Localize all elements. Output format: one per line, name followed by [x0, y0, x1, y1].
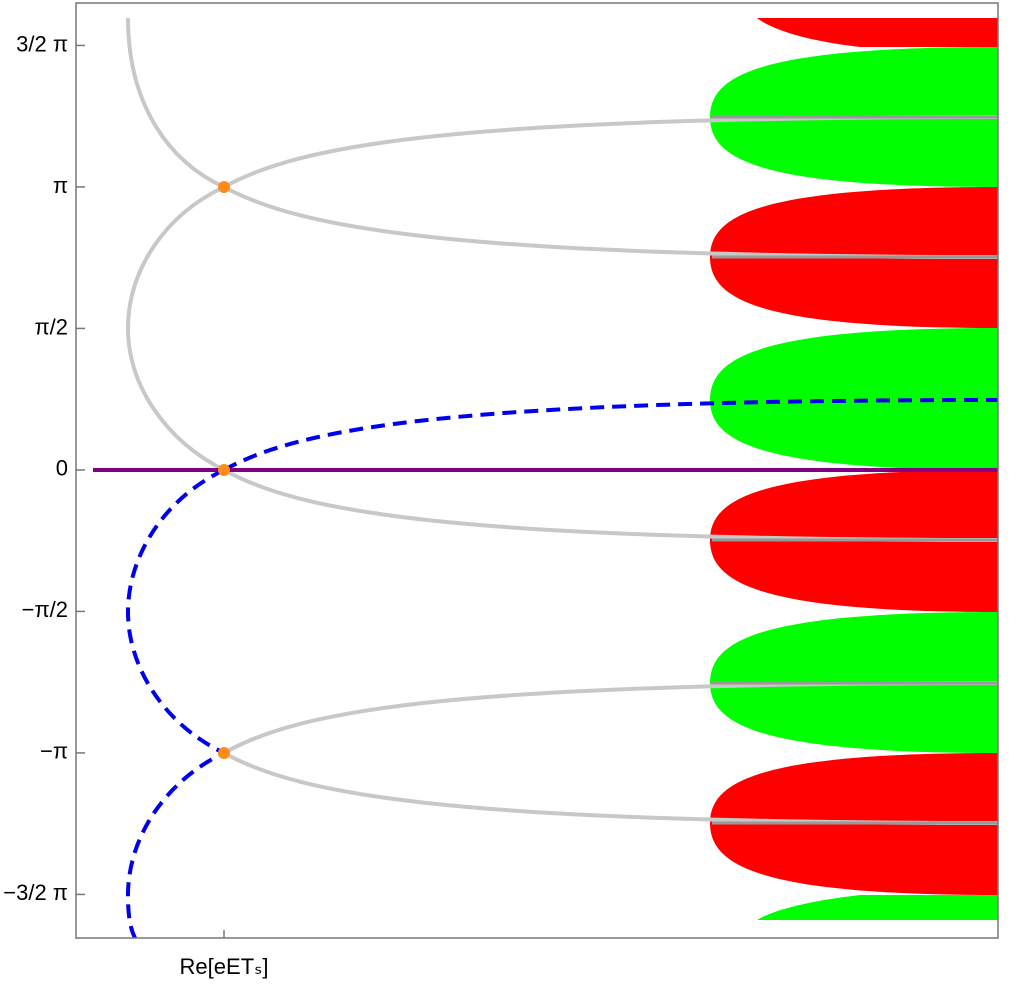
y-tick-label: 0 [56, 456, 68, 481]
lobe [757, 18, 998, 47]
point [218, 181, 230, 193]
curve [223, 681, 999, 755]
points [218, 181, 230, 759]
y-tick-label: π [53, 173, 68, 198]
asymptotes [712, 115, 998, 825]
y-tick-label: −π [40, 739, 68, 764]
lobe [757, 895, 998, 920]
curve [223, 751, 999, 825]
blue-curve [125, 398, 999, 939]
y-tick-label: π/2 [34, 314, 68, 339]
point [218, 747, 230, 759]
x-tick-label: Re[eETₛ] [180, 954, 269, 979]
lobe [710, 328, 998, 470]
y-tick-label: −π/2 [22, 597, 68, 622]
y-tick-label: 3/2 π [16, 31, 68, 56]
curve [223, 115, 999, 189]
curve [125, 468, 229, 939]
curve [126, 17, 999, 259]
point [218, 464, 230, 476]
y-tick-label: −3/2 π [3, 880, 68, 905]
